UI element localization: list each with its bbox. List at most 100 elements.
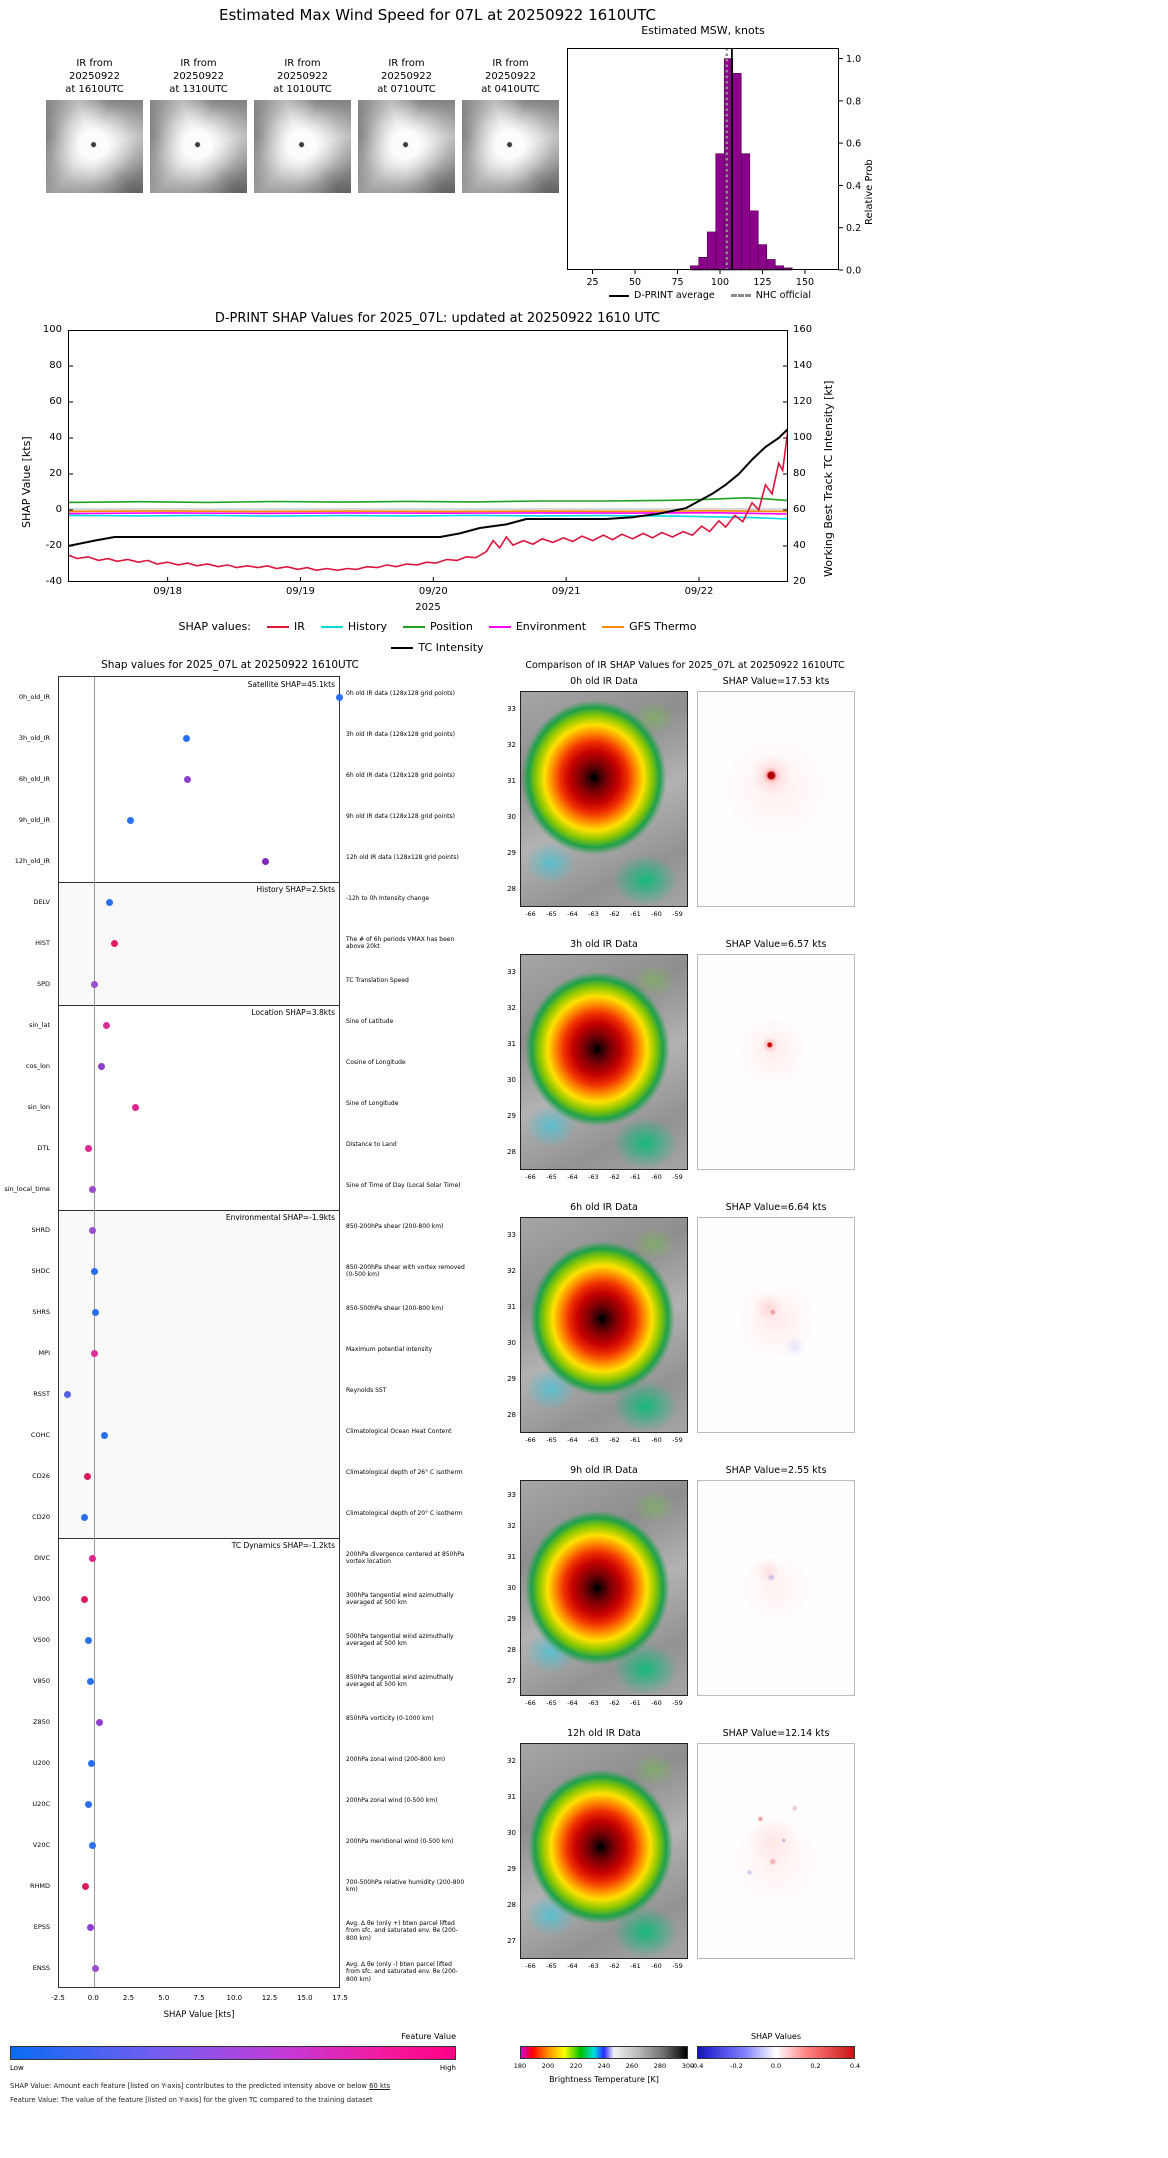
lon-tick-label: -63: [588, 1173, 599, 1181]
y-tick-label: 0.8: [846, 96, 861, 107]
series-position: [67, 496, 789, 504]
feature-xtick-label: 17.5: [332, 1994, 348, 2002]
feature-group-shading: [59, 882, 339, 1005]
ir-data-image: [520, 691, 688, 907]
ir-comparison-title: Comparison of IR SHAP Values for 2025_07…: [525, 660, 845, 671]
ts-ytick-left: -40: [45, 576, 62, 587]
shap-dot: [183, 735, 191, 742]
feature-xtick-label: -2.5: [51, 1994, 65, 2002]
shap-dot: [86, 1924, 94, 1931]
lon-tick-label: -63: [588, 1699, 599, 1707]
brightness-temperature-label: Brightness Temperature [K]: [549, 2075, 659, 2084]
shap-dot: [64, 1391, 71, 1398]
lon-tick-label: -62: [609, 1436, 620, 1444]
lat-tick-label: 31: [507, 777, 516, 785]
ir-data-image: [520, 1217, 688, 1433]
histogram-legend: D-PRINT average NHC official: [548, 290, 872, 301]
feature-name-column: 0h_old_IR 3h_old_IR 6h_old_IR 9h_old_IR 12h_…: [0, 676, 54, 1988]
feature-desc: TC Translation Speed: [346, 976, 409, 984]
feature-desc: 500hPa tangential wind azimuthally avera…: [346, 1632, 454, 1648]
lon-tick-label: -64: [567, 1699, 578, 1707]
ir-thumbnail-label-line: 20250922: [485, 71, 536, 82]
feature-desc: -12h to 0h Intensity change: [346, 894, 430, 902]
shap-dot: [89, 1186, 97, 1193]
legend-line-sample: [266, 625, 289, 628]
feature-description-column: 0h old IR data (128x128 grid points) 3h o…: [346, 676, 468, 1988]
ir-data-title: 3h old IR Data: [570, 939, 638, 950]
lat-tick-label: 32: [507, 1004, 516, 1012]
series-ir: [67, 428, 789, 572]
feature-name: DIVC: [34, 1553, 50, 1562]
ir-thumbnail-label-line: IR from: [180, 58, 217, 69]
lat-tick-label: 30: [507, 1829, 516, 1837]
lon-tick-label: -64: [567, 1436, 578, 1444]
ir-thumbnail-label-line: 20250922: [381, 71, 432, 82]
timeseries-title: D-PRINT SHAP Values for 2025_07L: update…: [214, 311, 661, 326]
feature-name: CD26: [32, 1471, 50, 1480]
feature-desc: Avg. Δ θe (only -) btwn parcel lifted fr…: [346, 1960, 458, 1983]
feature-name: V300: [33, 1594, 50, 1603]
feature-desc: 850-200hPa shear (200-800 km): [346, 1222, 444, 1230]
ir-thumbnail-label-line: at 1310UTC: [169, 84, 228, 95]
shap-dot: [184, 776, 192, 783]
lon-tick-label: -64: [567, 910, 578, 918]
ir-thumbnail-label: IR from 20250922 at 0710UTC: [358, 57, 455, 100]
shap-spatial-image: [697, 1743, 855, 1959]
shap-dot: [106, 899, 114, 906]
ir-thumbnail: IR from 20250922 at 0710UTC: [358, 57, 455, 193]
x-tick-label: 125: [753, 277, 771, 286]
histogram-ylabel: Relative Prob: [864, 159, 875, 225]
legend-item: Environment: [488, 620, 586, 633]
feature-desc: Avg. Δ θe (only +) btwn parcel lifted fr…: [346, 1919, 458, 1942]
feature-name: 12h_old_IR: [14, 856, 50, 865]
timeseries-legend-row2: TC Intensity: [0, 641, 875, 654]
shap-value-title: SHAP Value=17.53 kts: [722, 676, 830, 687]
feature-desc: 200hPa meridional wind (0-500 km): [346, 1837, 454, 1845]
feature-shap-plot: Satellite SHAP=45.1kts History SHAP=2.5kt…: [58, 676, 343, 1988]
lon-tick-label: -63: [588, 1436, 599, 1444]
shap-dot: [90, 1350, 98, 1357]
feature-name: SHRD: [31, 1225, 50, 1234]
legend-label: NHC official: [755, 290, 811, 301]
bt-tick-label: 200: [541, 2062, 555, 2070]
feature-desc: Distance to Land: [346, 1140, 397, 1148]
feature-xtick-label: 15.0: [297, 1994, 313, 2002]
histogram-bar: [740, 153, 751, 271]
y-tick-label: 0.0: [846, 266, 861, 277]
feature-xtick-label: 7.5: [193, 1994, 205, 2002]
legend-line-sample: [402, 625, 425, 628]
histogram-bar: [732, 73, 742, 271]
x-tick-label: 75: [671, 277, 683, 286]
ir-thumbnail-label-line: 20250922: [69, 71, 120, 82]
histogram-title: Estimated MSW, knots: [641, 24, 765, 37]
legend-line-sample: [320, 625, 343, 628]
legend-label: IR: [293, 620, 305, 633]
x-tick-label: 100: [711, 277, 729, 286]
feature-group-header: TC Dynamics SHAP=-1.2kts: [231, 1541, 335, 1550]
ir-data-title: 12h old IR Data: [567, 1728, 641, 1739]
shap-dot: [82, 1883, 90, 1890]
shap-values-ticks: -0.4 -0.2 0.0 0.2 0.4: [691, 2062, 861, 2072]
feature-desc: 12h old IR data (128x128 grid points): [346, 853, 459, 861]
ir-data-title: 6h old IR Data: [570, 1202, 638, 1213]
feature-desc: Sine of Longitude: [346, 1099, 399, 1107]
lat-tick-label: 29: [507, 1112, 516, 1120]
shap-spatial-image: [697, 1217, 855, 1433]
shap-dot: [90, 981, 98, 988]
shap-dot: [80, 1514, 88, 1521]
feature-desc: The # of 6h periods VMAX has been above …: [346, 935, 455, 951]
ir-thumbnail: IR from 20250922 at 1310UTC: [150, 57, 247, 193]
shap-dot: [83, 1473, 91, 1480]
lon-tick-label: -63: [588, 910, 599, 918]
shap-dot: [89, 1227, 97, 1234]
ts-ytick-right: 20: [793, 576, 806, 587]
lat-tick-label: 33: [507, 705, 516, 713]
lat-tick-label: 28: [507, 1411, 516, 1419]
feature-xtick-label: 5.0: [158, 1994, 170, 2002]
feature-desc: 200hPa zonal wind (0-500 km): [346, 1796, 438, 1804]
feature-name: Z850: [33, 1717, 50, 1726]
feature-desc: Climatological Ocean Heat Content: [346, 1427, 452, 1435]
x-tick-label: 50: [629, 277, 641, 286]
feature-name: RHMD: [29, 1881, 50, 1890]
